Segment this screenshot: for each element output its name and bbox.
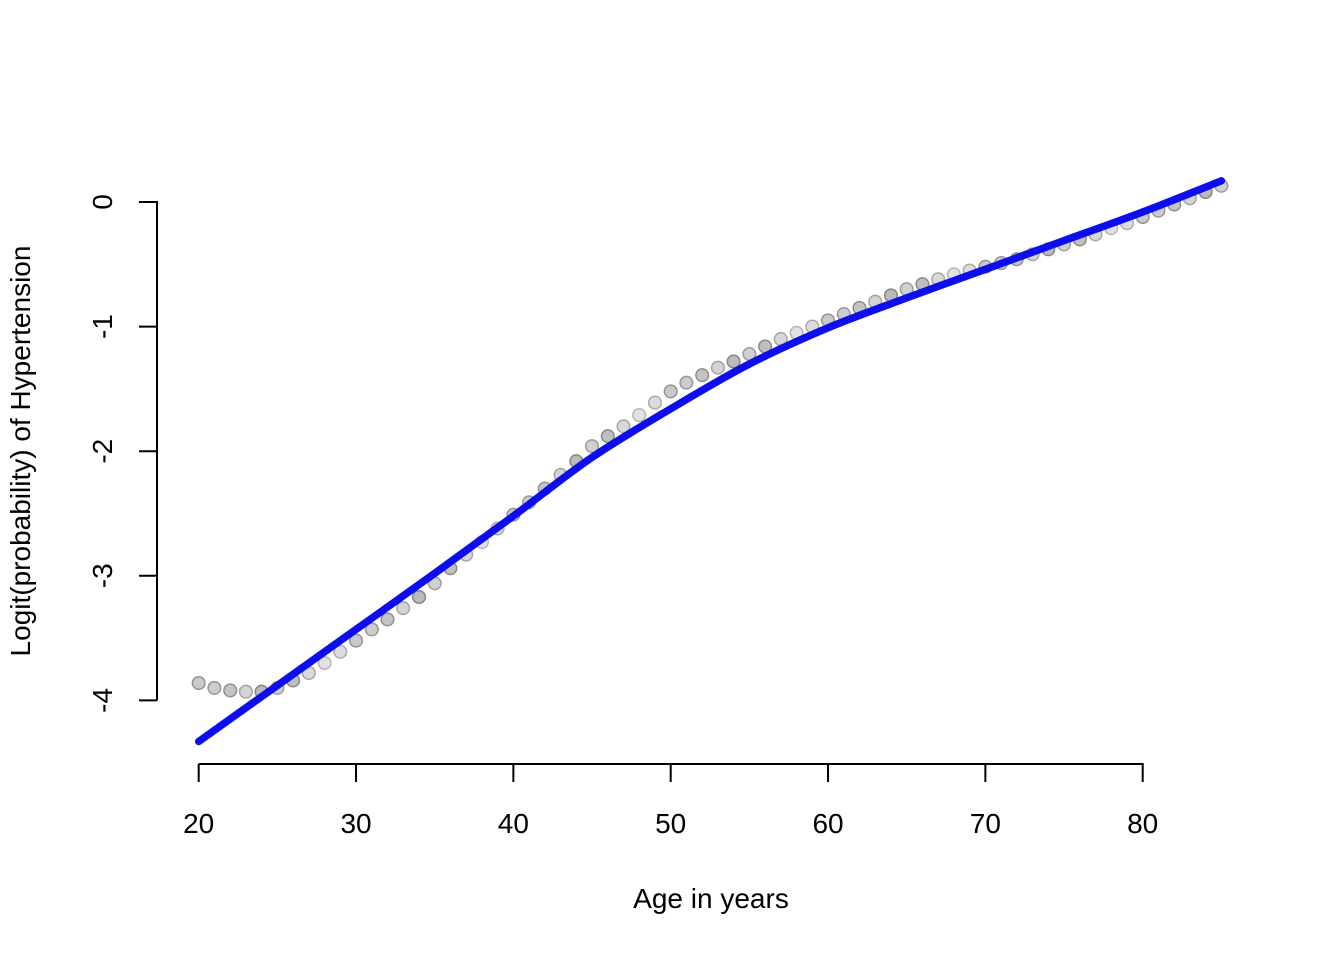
data-point (380, 612, 395, 627)
x-tick-label: 70 (970, 808, 1001, 839)
data-point (348, 633, 364, 648)
x-tick-label: 50 (655, 808, 686, 839)
x-axis-title: Age in years (633, 883, 789, 914)
x-tick-label: 80 (1127, 808, 1158, 839)
data-point (679, 375, 694, 390)
data-point (317, 655, 332, 671)
data-point (238, 684, 253, 699)
data-point (695, 368, 710, 383)
data-point (396, 601, 411, 616)
data-point (584, 439, 600, 454)
data-point (364, 622, 379, 637)
x-tick-label: 30 (340, 808, 371, 839)
data-point (191, 675, 206, 691)
y-axis-ticks: 0 -1 -2 -3 -4 (87, 194, 157, 713)
data-point (663, 384, 678, 399)
data-point (600, 429, 615, 444)
x-tick-label: 60 (812, 808, 843, 839)
y-tick-label: 0 (87, 194, 118, 210)
y-tick-label: -4 (87, 688, 118, 713)
y-axis-title: Logit(probability) of Hypertension (5, 246, 36, 657)
data-point (411, 589, 427, 605)
x-tick-label: 40 (498, 808, 529, 839)
data-point (647, 395, 663, 410)
data-point (632, 408, 647, 423)
data-point (710, 360, 725, 375)
data-point (726, 354, 741, 369)
data-point (616, 419, 631, 434)
fit-line-curve (194, 177, 1226, 746)
x-tick-label: 20 (183, 808, 214, 839)
scatter-points (191, 178, 1229, 699)
data-point (207, 680, 222, 695)
y-tick-label: -3 (87, 563, 118, 588)
y-tick-label: -2 (87, 439, 118, 464)
data-point (333, 644, 348, 659)
y-tick-label: -1 (87, 314, 118, 339)
x-axis-ticks: 20 30 40 50 60 70 80 (183, 764, 1158, 839)
data-point (223, 683, 238, 698)
